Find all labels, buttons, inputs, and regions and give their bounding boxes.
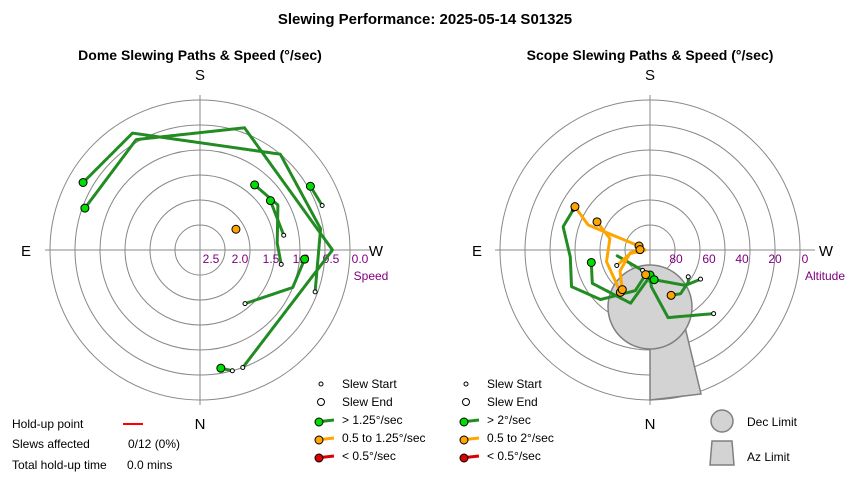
scope-slew-end-point: [641, 270, 651, 280]
dome-legend: Slew Start Slew End > 1.25°/sec 0.5 to 1…: [314, 377, 426, 463]
scope-legend: Slew Start Slew End > 2°/sec 0.5 to 2°/s…: [459, 377, 798, 466]
scope-compass-west: W: [819, 243, 834, 260]
dome-tick-label: 2.0: [232, 252, 249, 266]
dome-tick-label: 1.5: [263, 252, 280, 266]
legend-fast-marker: [314, 417, 324, 427]
legend-end-marker: [462, 398, 470, 406]
figure-title: Slewing Performance: 2025-05-14 S01325: [278, 11, 572, 28]
scope-legend-start: Slew Start: [487, 377, 542, 391]
scope-slew-start-point: [614, 262, 620, 268]
dome-tick-label: 0.0: [352, 252, 369, 266]
dome-slew-end-point: [216, 363, 226, 373]
dome-slew-start-point: [312, 289, 318, 295]
scope-slew-start-point: [698, 276, 704, 282]
scope-legend-end: Slew End: [487, 395, 538, 409]
slews-affected-label: Slews affected: [12, 437, 90, 451]
legend-fast-marker: [459, 417, 469, 427]
scope-compass-south: S: [645, 67, 655, 84]
scope-radial-axis-label: Altitude: [805, 269, 845, 283]
scope-compass-north: N: [645, 416, 656, 433]
scope-slew-start-point: [685, 274, 691, 280]
dome-compass-south: S: [195, 67, 205, 84]
scope-tick-label: 0: [802, 252, 809, 266]
legend-medium-marker: [314, 435, 324, 445]
slews-affected-value: 0/12 (0%): [128, 437, 180, 451]
dome-slew-marks: [78, 126, 334, 374]
scope-slew-end-point: [570, 202, 580, 212]
holdup-point-label: Hold-up point: [12, 417, 84, 431]
dome-slew-end-point: [250, 180, 260, 190]
dome-slew-path: [268, 199, 286, 237]
dome-slew-start-point: [229, 368, 235, 374]
scope-polar-chart: Scope Slewing Paths & Speed (°/sec) S N …: [472, 47, 845, 433]
scope-legend-fast: > 2°/sec: [487, 413, 531, 427]
dome-chart-title: Dome Slewing Paths & Speed (°/sec): [78, 47, 322, 63]
scope-legend-slow: < 0.5°/sec: [487, 449, 541, 463]
dome-slew-path: [81, 131, 323, 294]
legend-slow-marker: [314, 453, 324, 463]
dome-radial-axis-label: Speed: [354, 269, 389, 283]
holdup-summary: Hold-up point Slews affected 0/12 (0%) T…: [12, 417, 180, 472]
dome-slew-start-point: [242, 301, 248, 307]
dome-slew-start-point: [278, 261, 284, 267]
scope-slew-path: [561, 207, 648, 301]
scope-slew-end-point: [649, 275, 659, 285]
scope-slew-path: [615, 254, 645, 272]
dome-slew-end-point: [305, 181, 315, 191]
dome-slew-end-point: [80, 203, 90, 213]
dome-slew-start-point: [240, 364, 246, 370]
dome-slew-end-point: [300, 254, 310, 264]
dome-slew-end-point: [265, 196, 275, 206]
holdup-time-value: 0.0 mins: [127, 458, 172, 472]
scope-slew-end-point: [617, 285, 627, 295]
scope-tick-label: 60: [702, 252, 716, 266]
dome-legend-start: Slew Start: [342, 377, 397, 391]
dome-compass-west: W: [369, 243, 384, 260]
scope-legend-az-limit: Az Limit: [747, 450, 790, 464]
scope-tick-label: 20: [768, 252, 782, 266]
scope-tick-label: 40: [735, 252, 749, 266]
scope-tick-label: 80: [669, 252, 683, 266]
dome-compass-east: E: [21, 243, 31, 260]
scope-slew-marks: [561, 202, 717, 320]
dome-slew-start-point: [319, 203, 325, 209]
dome-tick-label: 2.5: [203, 252, 220, 266]
scope-legend-dec-limit: Dec Limit: [747, 415, 798, 429]
scope-slew-path: [573, 205, 647, 267]
scope-chart-title: Scope Slewing Paths & Speed (°/sec): [527, 47, 774, 63]
scope-slew-end-point: [592, 217, 602, 227]
dome-slew-path: [83, 126, 334, 369]
holdup-time-label: Total hold-up time: [12, 458, 107, 472]
legend-start-marker: [463, 381, 469, 387]
scope-legend-medium: 0.5 to 2°/sec: [487, 431, 554, 445]
dome-slew-path: [243, 257, 307, 306]
dome-slew-start-point: [281, 232, 287, 238]
dome-polar-chart: Dome Slewing Paths & Speed (°/sec) S N E…: [21, 47, 388, 433]
legend-start-marker: [318, 381, 324, 387]
scope-dec-limit-region: [607, 264, 693, 350]
az-limit-legend-marker: [709, 440, 735, 466]
dome-slew-end-point: [78, 178, 88, 187]
dome-legend-slow: < 0.5°/sec: [342, 449, 396, 463]
dome-slew-end-point: [231, 224, 241, 234]
dome-legend-fast: > 1.25°/sec: [342, 413, 403, 427]
legend-end-marker: [317, 398, 325, 406]
scope-slew-end-point: [586, 257, 596, 267]
scope-slew-end-point: [635, 245, 645, 255]
dome-legend-medium: 0.5 to 1.25°/sec: [342, 431, 426, 445]
dec-limit-legend-marker: [710, 409, 734, 433]
legend-slow-marker: [459, 453, 469, 463]
legend-medium-marker: [459, 435, 469, 445]
scope-slew-end-point: [666, 290, 676, 300]
dome-compass-north: N: [195, 416, 206, 433]
scope-compass-east: E: [472, 243, 482, 260]
scope-slew-start-point: [711, 311, 717, 317]
dome-slew-path: [253, 183, 283, 266]
dome-legend-end: Slew End: [342, 395, 393, 409]
scope-slew-path: [669, 275, 690, 297]
